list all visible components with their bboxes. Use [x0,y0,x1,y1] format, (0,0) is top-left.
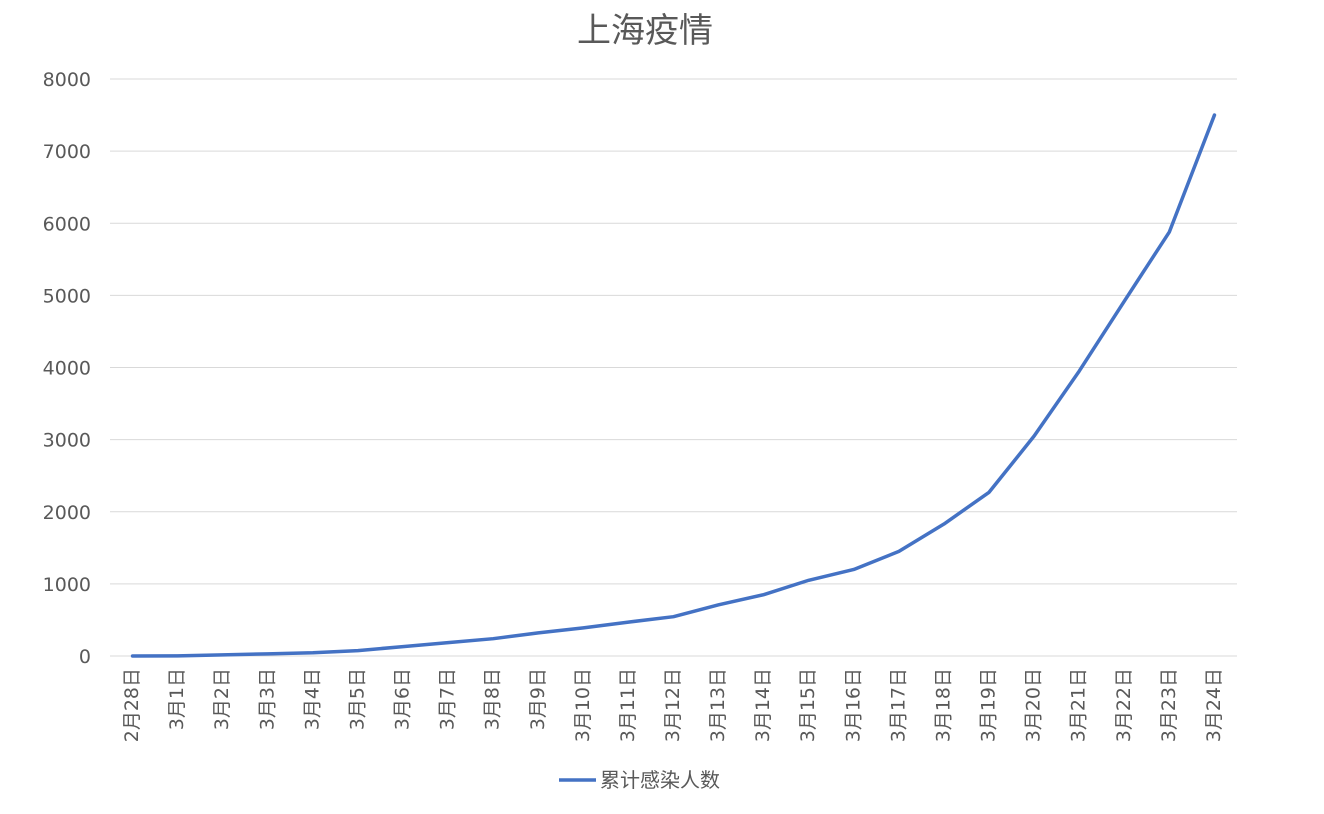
x-tick-label: 3月23日 [1158,668,1180,742]
y-axis-tick-labels: 0 1000 2000 3000 4000 5000 6000 7000 8000 [43,69,91,668]
y-tick-label: 8000 [43,69,91,91]
x-tick-label: 3月13日 [707,668,729,742]
x-tick-label: 3月24日 [1203,668,1225,742]
x-tick-label: 3月7日 [437,668,459,730]
x-tick-label: 3月17日 [887,668,909,742]
x-tick-label: 3月8日 [482,668,504,730]
x-tick-label: 3月3日 [256,668,278,730]
x-tick-label: 3月12日 [662,668,684,742]
y-tick-label: 2000 [43,502,91,524]
x-tick-label: 3月5日 [346,668,368,730]
y-tick-label: 4000 [43,358,91,380]
series-line [130,113,1217,658]
y-tick-label: 3000 [43,430,91,452]
x-tick-label: 3月11日 [617,668,639,742]
x-tick-label: 3月9日 [527,668,549,730]
y-tick-label: 0 [79,646,91,668]
x-tick-label: 3月18日 [932,668,954,742]
y-tick-label: 6000 [43,213,91,235]
x-tick-label: 3月4日 [301,668,323,730]
gridlines [110,78,1237,657]
series-layer [130,113,1217,658]
x-tick-label: 3月22日 [1113,668,1135,742]
legend: 累计感染人数 [559,768,720,792]
x-tick-label: 3月19日 [978,668,1000,742]
x-tick-label: 3月1日 [166,668,188,730]
legend-label: 累计感染人数 [600,768,720,792]
x-tick-label: 3月2日 [211,668,233,730]
x-tick-label: 3月20日 [1023,668,1045,742]
y-tick-label: 7000 [43,141,91,163]
x-tick-label: 2月28日 [121,668,143,742]
x-tick-label: 3月16日 [842,668,864,742]
y-tick-label: 5000 [43,285,91,307]
x-tick-label: 3月15日 [797,668,819,742]
x-tick-label: 3月6日 [392,668,414,730]
chart-title: 上海疫情 [577,11,713,51]
x-axis-tick-labels: 2月28日 3月1日 3月2日 3月3日 3月4日 3月5日 3月6日 3月7日 3月8日 3月9… [121,668,1225,742]
x-tick-label: 3月10日 [572,668,594,742]
x-tick-label: 3月14日 [752,668,774,742]
x-tick-label: 3月21日 [1068,668,1090,742]
y-tick-label: 1000 [43,574,91,596]
